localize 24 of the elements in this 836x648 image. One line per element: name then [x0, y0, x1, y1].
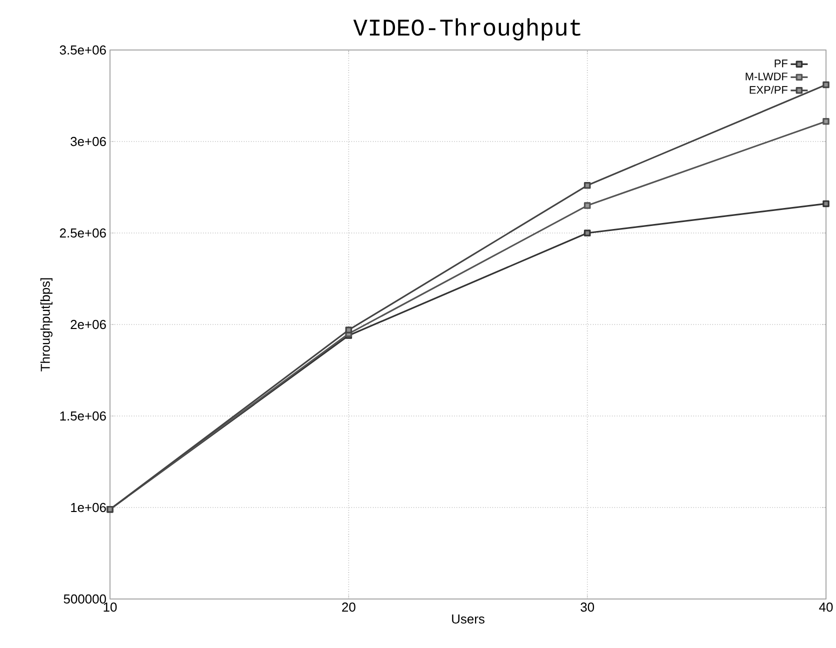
x-tick-label: 30 [580, 602, 594, 612]
point [584, 230, 591, 236]
y-tick-label: 2e+06 [70, 320, 106, 330]
x-tick-label: 40 [819, 602, 833, 612]
x-tick-label: 10 [104, 602, 117, 612]
y-tick-label: 3e+06 [70, 136, 106, 146]
point [584, 182, 591, 189]
y-tick-label: 3.5e+06 [60, 45, 106, 55]
point [822, 200, 830, 208]
legend-label: EXP/PF [750, 86, 788, 94]
x-axis-title: Users [452, 614, 484, 624]
y-axis-title: Throughput[bps] [40, 278, 52, 372]
y-tick-label: 2.5e+06 [60, 228, 106, 238]
point [345, 326, 352, 334]
point [822, 81, 830, 88]
y-tick-label: 1e+06 [71, 502, 106, 512]
point [822, 118, 830, 125]
legend-label: PF [774, 60, 788, 68]
chart-title: VIDEO-Throughput [353, 18, 580, 41]
point [584, 202, 591, 209]
x-tick-label: 20 [342, 602, 356, 612]
y-tick-label: 500000 [64, 594, 106, 604]
y-tick-label: 1.5e+06 [60, 411, 106, 421]
legend-label: M-LWDF [746, 72, 788, 80]
